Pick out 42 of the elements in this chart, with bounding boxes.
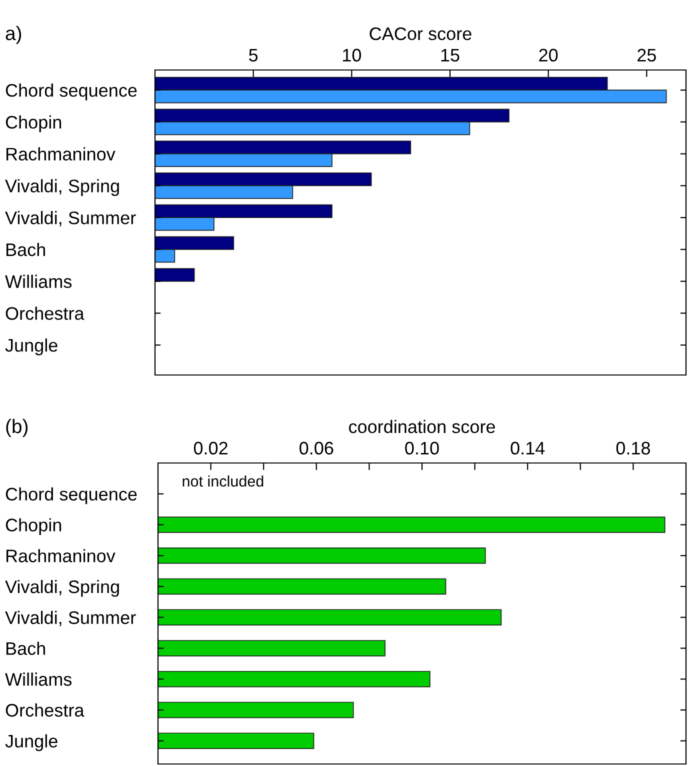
bar (155, 268, 195, 282)
bar (158, 516, 666, 533)
x-tick-label: 0.14 (510, 442, 545, 455)
x-tick-label: 0.02 (194, 442, 228, 455)
x-tick-label: 20 (539, 48, 558, 62)
bar (158, 702, 354, 718)
x-axis-title: coordination score (349, 420, 495, 434)
x-tick-label: 0.18 (616, 442, 650, 455)
annotation: not included (182, 475, 264, 487)
y-tick-label: Vivaldi, Summer (5, 610, 136, 626)
x-tick-label: 25 (638, 48, 656, 62)
y-tick-label: Jungle (5, 338, 58, 356)
bar (158, 547, 486, 564)
chart-title: a) (6, 26, 22, 44)
bar (158, 732, 314, 749)
y-tick-label: Rachmaninov (6, 147, 116, 161)
y-tick-label: Chord sequence (6, 84, 137, 100)
y-tick-label: Orchestra (6, 306, 84, 320)
chart-title: (b) (6, 418, 28, 438)
x-tick-label: 0.06 (300, 442, 334, 455)
bar (158, 670, 430, 688)
y-tick-label: Williams (5, 274, 72, 288)
x-tick-label: 10 (343, 48, 362, 62)
x-axis-title: CACor score (370, 27, 472, 40)
y-tick-label: Jungle (5, 734, 58, 752)
y-tick-label: Rachmaninov (6, 549, 116, 562)
y-tick-label: Orchestra (6, 703, 84, 717)
y-tick-label: Bach (6, 642, 45, 655)
x-tick-label: 15 (441, 48, 460, 62)
x-tick-label: 0.10 (405, 442, 439, 455)
bar (158, 609, 502, 626)
x-tick-label: 5 (249, 48, 258, 62)
y-tick-label: Chopin (6, 518, 62, 536)
y-tick-label: Williams (5, 672, 72, 686)
y-tick-label: Vivaldi, Spring (5, 179, 119, 196)
y-tick-label: Vivaldi, Spring (5, 580, 119, 597)
bar (158, 640, 386, 656)
y-tick-label: Chopin (6, 115, 62, 132)
y-tick-label: Vivaldi, Summer (5, 211, 136, 226)
bar (158, 578, 446, 595)
y-tick-label: Chord sequence (6, 487, 137, 504)
y-tick-label: Bach (6, 242, 45, 256)
